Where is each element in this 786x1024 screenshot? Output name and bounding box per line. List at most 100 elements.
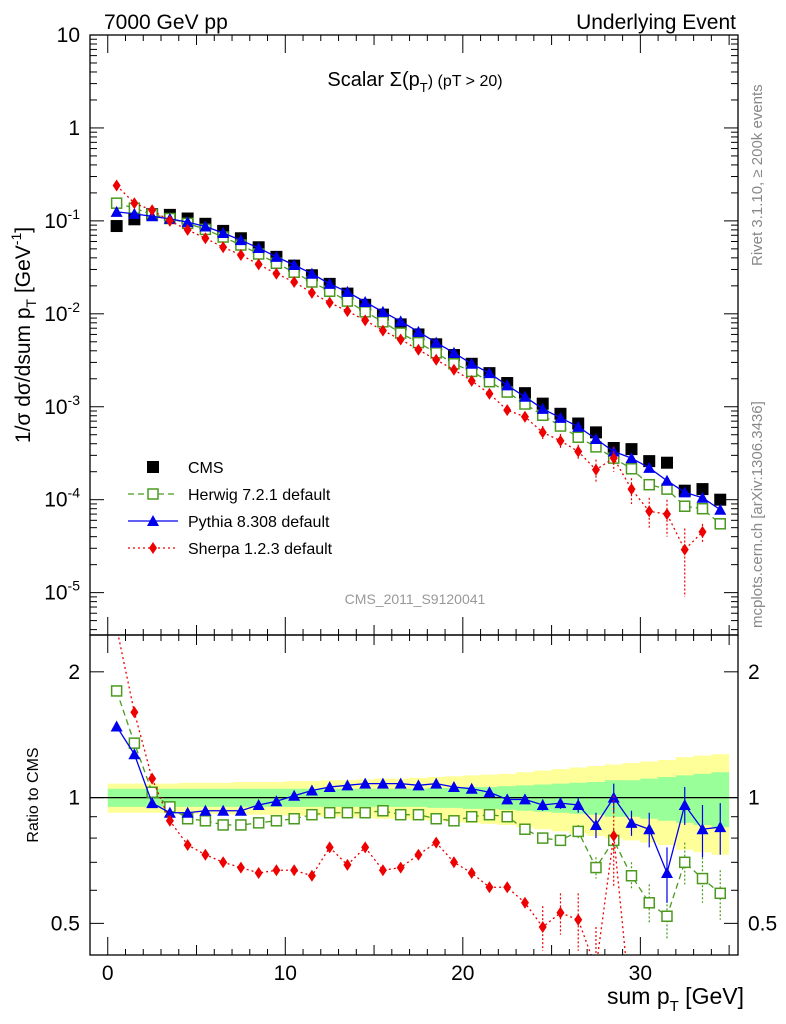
y-tick-label-base: 1 — [68, 117, 80, 140]
data-point-sherpa — [307, 286, 316, 299]
legend-marker-cms — [147, 461, 159, 473]
data-point-cms — [660, 456, 673, 469]
data-point-pythia — [270, 250, 283, 262]
ratio-point-herwig — [430, 812, 442, 825]
y-tick-label: 10-2 — [44, 299, 80, 326]
data-point-sherpa — [183, 223, 192, 236]
legend: CMS Herwig 7.2.1 default Pythia 8.308 defa… — [128, 460, 333, 558]
ratio-point-pythia — [430, 777, 443, 789]
ratio-panel: 2 2 1 1 0.5 0.5 0 10 20 30 Ratio to CMS sum pT [GeV… — [25, 634, 777, 1015]
data-point-sherpa — [343, 305, 352, 318]
y-tick-label-base: 10 — [57, 24, 80, 47]
data-point-pythia — [589, 432, 602, 444]
data-point-sherpa — [538, 426, 547, 439]
data-point-pythia — [181, 216, 194, 228]
analysis-watermark: CMS_2011_S9120041 — [345, 591, 486, 607]
y-label-sup: -1 — [8, 233, 24, 246]
data-point-pythia — [412, 325, 425, 337]
y-label-sub: T — [23, 298, 39, 307]
ratio-point-pythia — [234, 804, 247, 816]
data-point-pythia — [252, 242, 265, 254]
ratio-point-pythia — [110, 720, 123, 732]
ratio-point-herwig — [270, 815, 283, 827]
data-point-pythia — [305, 267, 318, 279]
ratio-point-sherpa — [325, 841, 334, 854]
data-point-pythia — [572, 420, 585, 432]
ratio-point-herwig — [235, 819, 247, 831]
data-point-sherpa — [662, 508, 671, 521]
ratio-point-sherpa — [556, 906, 565, 919]
y-tick-label-base: 10 — [44, 303, 67, 326]
data-point-sherpa — [645, 505, 654, 518]
y-tick-label: 10-1 — [44, 206, 80, 233]
ratio-point-herwig — [341, 806, 354, 819]
ratio-point-herwig — [448, 815, 460, 827]
data-point-pythia — [394, 315, 407, 327]
ratio-point-sherpa — [485, 881, 494, 894]
ratio-point-pythia — [714, 821, 727, 833]
ratio-point-pythia — [288, 789, 301, 801]
ratio-point-pythia — [554, 797, 567, 809]
ratio-point-herwig — [554, 834, 567, 847]
ratio-point-sherpa — [520, 896, 529, 909]
ratio-point-herwig — [714, 887, 726, 900]
ratio-point-sherpa — [414, 848, 423, 861]
ratio-point-pythia — [252, 799, 265, 810]
data-point-sherpa — [556, 434, 565, 447]
data-point-pythia — [217, 227, 230, 239]
ratio-point-herwig — [394, 808, 407, 821]
ratio-point-pythia — [199, 804, 212, 816]
data-point-pythia — [536, 402, 549, 414]
data-point-herwig — [696, 502, 709, 515]
ratio-point-sherpa — [503, 881, 512, 894]
rivet-label: Rivet 3.1.10, ≥ 200k events — [749, 84, 766, 266]
data-point-pythia — [696, 491, 709, 503]
ratio-point-sherpa — [467, 866, 476, 879]
ratio-point-sherpa — [130, 706, 139, 719]
ratio-point-herwig — [110, 685, 123, 697]
ratio-point-herwig — [359, 806, 371, 819]
data-point-sherpa — [290, 275, 299, 288]
y-tick-label: 10-4 — [44, 485, 80, 512]
ratio-point-pythia — [412, 779, 425, 791]
x-label-main: sum p — [607, 983, 670, 1009]
data-point-cms — [696, 483, 709, 496]
data-point-sherpa — [165, 214, 174, 227]
data-point-sherpa — [272, 267, 281, 280]
data-point-sherpa — [148, 204, 157, 217]
data-point-pythia — [678, 486, 691, 498]
ratio-point-pythia — [305, 784, 318, 796]
data-point-cms — [589, 426, 602, 439]
ratio-point-herwig — [252, 817, 265, 829]
ratio-point-sherpa — [574, 913, 583, 926]
y-tick-label-exponent: -5 — [68, 578, 81, 594]
ratio-point-herwig — [377, 805, 389, 817]
ratio-point-sherpa — [378, 864, 387, 877]
ratio-point-pythia — [536, 799, 549, 810]
ratio-point-pythia — [660, 866, 673, 878]
y-tick-label: 1 — [68, 117, 80, 140]
ratio-point-sherpa — [236, 861, 245, 874]
ratio-point-herwig — [678, 856, 691, 869]
data-point-pythia — [128, 207, 141, 219]
data-point-sherpa — [449, 363, 458, 376]
data-point-pythia — [554, 411, 567, 423]
ratio-point-pythia — [128, 748, 141, 760]
y-label-main: 1/σ dσ/dsum p — [12, 307, 35, 443]
ratio-y-tick-label-right: 1 — [748, 787, 760, 810]
data-point-sherpa — [591, 463, 600, 476]
data-point-sherpa — [112, 179, 121, 192]
data-point-sherpa — [432, 353, 441, 366]
y-tick-label-exponent: -1 — [68, 206, 81, 222]
data-point-cms — [625, 443, 638, 456]
y-tick-label-base: 10 — [44, 582, 67, 605]
data-point-pythia — [323, 277, 336, 289]
data-point-sherpa — [325, 296, 334, 309]
chart-title: Scalar Σ(pT) (pT > 20) — [327, 69, 502, 95]
ratio-point-pythia — [359, 777, 372, 789]
ratio-point-sherpa — [219, 856, 228, 869]
data-point-sherpa — [698, 525, 707, 538]
y-label-unit: [GeV — [12, 245, 35, 299]
ratio-point-sherpa — [449, 856, 458, 869]
